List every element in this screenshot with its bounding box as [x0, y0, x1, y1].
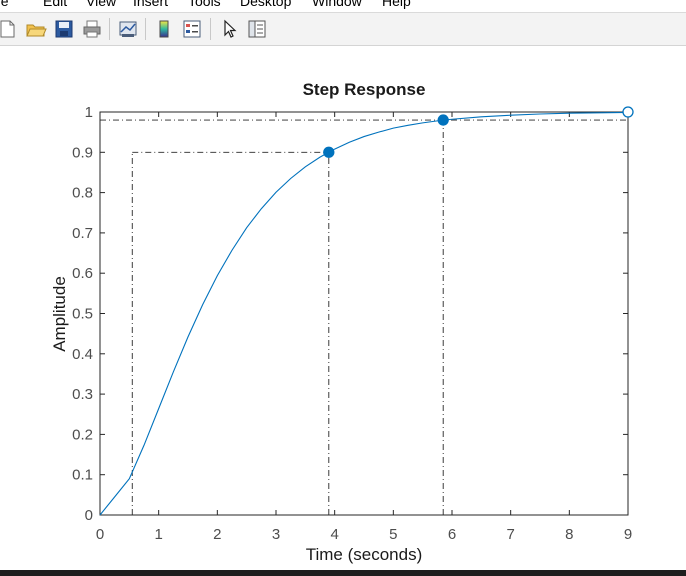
menu-tools[interactable]: Tools: [188, 0, 221, 9]
y-tick-label: 0.3: [72, 386, 93, 403]
toolbar-separator: [145, 18, 146, 40]
toolbar-separator: [109, 18, 110, 40]
print-icon[interactable]: [81, 18, 103, 40]
menu-edit[interactable]: Edit: [43, 0, 68, 9]
series-line: [99, 111, 629, 516]
link-plot-icon[interactable]: [117, 18, 139, 40]
x-tick-label: 9: [624, 526, 632, 543]
menu-desktop[interactable]: Desktop: [240, 0, 292, 9]
x-tick-label: 2: [213, 526, 221, 543]
menu-help[interactable]: Help: [382, 0, 411, 9]
colorbar-icon[interactable]: [153, 18, 175, 40]
y-tick-label: 0.1: [72, 467, 93, 484]
plot-area[interactable]: [99, 111, 629, 516]
y-tick-label: 0.5: [72, 306, 93, 323]
pointer-icon[interactable]: [219, 18, 241, 40]
final-value-marker[interactable]: [622, 106, 634, 118]
x-tick-label: 8: [565, 526, 573, 543]
x-tick-label: 1: [154, 526, 162, 543]
y-tick-label: 0.7: [72, 225, 93, 242]
y-tick-label: 0.8: [72, 185, 93, 202]
y-tick-label: 1: [85, 104, 93, 121]
y-tick-label: 0: [85, 507, 93, 524]
y-tick-label: 0.4: [72, 346, 93, 363]
toolbar-separator: [210, 18, 211, 40]
legend-icon[interactable]: [181, 18, 203, 40]
x-axis-label: Time (seconds): [306, 545, 423, 564]
y-axis-label: Amplitude: [50, 276, 69, 352]
x-tick-label: 3: [272, 526, 280, 543]
menu-bar: File Edit View Insert Tools Desktop Wind…: [0, 0, 686, 13]
x-tick-label: 7: [506, 526, 514, 543]
x-tick-label: 0: [96, 526, 104, 543]
x-tick-label: 4: [330, 526, 338, 543]
menu-view[interactable]: View: [86, 0, 117, 9]
menu-insert[interactable]: Insert: [133, 0, 169, 9]
characteristic-point[interactable]: [437, 114, 449, 126]
y-tick-label: 0.9: [72, 144, 93, 161]
menu-file[interactable]: File: [0, 0, 9, 9]
x-tick-label: 6: [448, 526, 456, 543]
window-bottom-edge: [0, 570, 686, 576]
chart-title: Step Response: [303, 80, 426, 99]
toolbar: [0, 13, 686, 46]
y-tick-label: 0.6: [72, 265, 93, 282]
x-tick-label: 5: [389, 526, 397, 543]
property-inspector-icon[interactable]: [246, 18, 268, 40]
menu-window[interactable]: Window: [312, 0, 362, 9]
save-icon[interactable]: [53, 18, 75, 40]
characteristic-point[interactable]: [323, 146, 335, 158]
y-tick-label: 0.2: [72, 426, 93, 443]
open-file-icon[interactable]: [25, 18, 47, 40]
new-figure-icon[interactable]: [0, 18, 18, 40]
